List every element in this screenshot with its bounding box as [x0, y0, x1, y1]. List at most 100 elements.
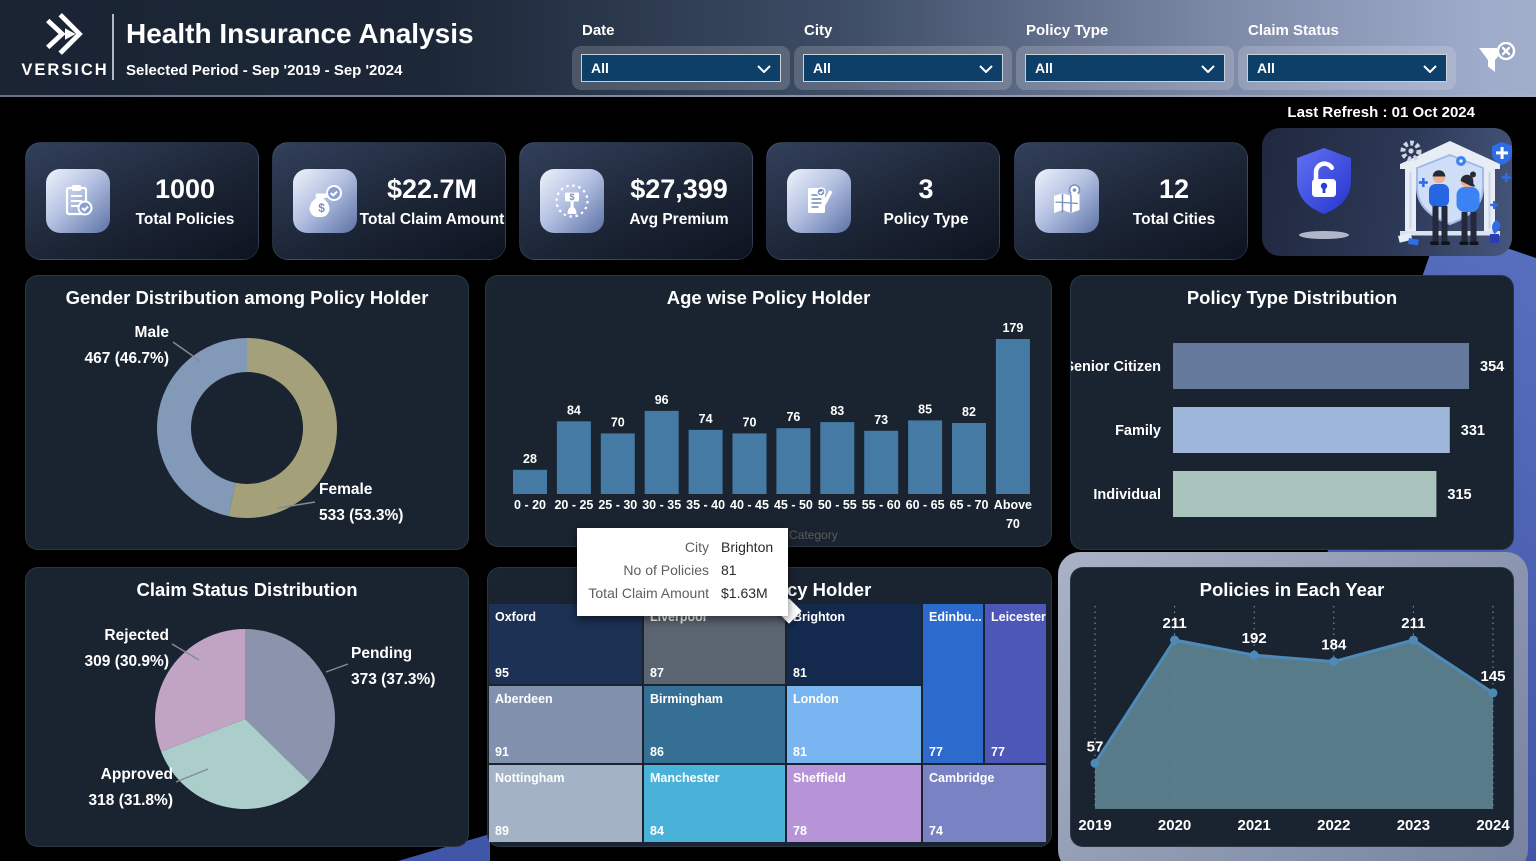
dropdown-value: All	[813, 60, 831, 76]
age-bar[interactable]	[644, 410, 679, 494]
treemap-cell[interactable]	[489, 604, 642, 684]
clear-filters-button[interactable]	[1476, 41, 1516, 84]
age-bar[interactable]	[600, 433, 635, 494]
insurance-illustration-card	[1262, 128, 1512, 256]
age-bar-chart[interactable]: 28 0 - 20 84 20 - 25 70 25 - 30 96 30 - 35 74 35 …	[486, 276, 1051, 546]
tooltip-label: Total Claim Amount	[588, 585, 709, 601]
year-point[interactable]	[1249, 650, 1259, 660]
svg-text:2023: 2023	[1397, 817, 1430, 834]
gender-donut-chart[interactable]: Male 467 (46.7%) Female 533 (53.3%)	[26, 276, 468, 549]
svg-text:89: 89	[495, 824, 509, 838]
svg-text:87: 87	[650, 666, 664, 680]
svg-text:2021: 2021	[1238, 817, 1271, 834]
treemap-cell[interactable]	[923, 765, 1046, 842]
filter-pill: All	[1016, 46, 1234, 90]
treemap-cell[interactable]	[923, 604, 983, 763]
treemap-cell[interactable]	[644, 765, 785, 842]
svg-text:309 (30.9%): 309 (30.9%)	[85, 653, 169, 670]
svg-text:82: 82	[962, 405, 976, 419]
policy-type-dropdown[interactable]: All	[1025, 54, 1225, 82]
slice-rejected[interactable]	[154, 629, 245, 752]
date-dropdown[interactable]: All	[581, 54, 781, 82]
kpi-icon-tile: $	[293, 169, 357, 233]
svg-text:Above: Above	[994, 498, 1032, 512]
svg-text:50 - 55: 50 - 55	[818, 498, 857, 512]
age-bar[interactable]	[908, 420, 943, 494]
treemap-cell[interactable]	[787, 686, 921, 763]
svg-text:30 - 35: 30 - 35	[642, 498, 681, 512]
svg-text:65 - 70: 65 - 70	[950, 498, 989, 512]
svg-text:73: 73	[874, 413, 888, 427]
slice-approved[interactable]	[161, 719, 310, 809]
treemap-cell[interactable]	[644, 604, 785, 684]
policy-bar[interactable]	[1173, 343, 1469, 389]
policy-bar[interactable]	[1173, 471, 1437, 517]
kpi-icon-tile: $	[540, 169, 604, 233]
svg-text:Cambridge: Cambridge	[929, 771, 994, 785]
clipboard-check-icon	[65, 185, 93, 216]
treemap-cell[interactable]	[787, 765, 921, 842]
age-bar[interactable]	[820, 422, 855, 494]
svg-text:London: London	[793, 692, 839, 706]
policy-type-hbar-chart[interactable]: Senior Citizen 354 Family 331 Individual 315	[1071, 276, 1513, 549]
tooltip-label: No of Policies	[623, 562, 709, 578]
kpi-card-avg-premium: $ $27,399 Avg Premium	[519, 142, 753, 260]
svg-text:45 - 50: 45 - 50	[774, 498, 813, 512]
year-point[interactable]	[1408, 635, 1418, 645]
svg-text:145: 145	[1480, 668, 1505, 685]
treemap-cell[interactable]	[644, 686, 785, 763]
svg-text:184: 184	[1321, 637, 1347, 654]
svg-text:28: 28	[523, 452, 537, 466]
age-bar[interactable]	[776, 428, 811, 494]
claim-status-pie-chart[interactable]: Pending 373 (37.3%) Approved 318 (31.8%) Rej…	[26, 568, 468, 846]
year-point[interactable]	[1488, 688, 1498, 698]
svg-text:Rejected: Rejected	[104, 627, 169, 644]
claim-status-dropdown[interactable]: All	[1247, 54, 1447, 82]
year-point[interactable]	[1090, 758, 1100, 768]
age-bar[interactable]	[952, 423, 986, 494]
slice-pending[interactable]	[245, 629, 335, 782]
kpi-label: Policy Type	[883, 210, 969, 228]
treemap-cell[interactable]	[489, 686, 642, 763]
treemap-cell[interactable]	[489, 765, 642, 842]
money-bag-icon: $	[309, 185, 342, 218]
age-bar[interactable]	[513, 469, 547, 494]
year-point[interactable]	[1329, 657, 1339, 667]
svg-text:57: 57	[1087, 738, 1104, 755]
slice-male[interactable]	[157, 338, 247, 517]
kpi-card-policy-type: 3 Policy Type	[766, 142, 1000, 260]
policy-type-distribution-card: Policy Type Distribution Senior Citizen 3…	[1070, 275, 1514, 550]
svg-text:533 (53.3%): 533 (53.3%)	[319, 507, 403, 524]
svg-text:Leicester: Leicester	[991, 610, 1046, 624]
age-bar[interactable]	[556, 421, 591, 494]
city-treemap-chart[interactable]: Oxford95Liverpool87Brighton81Edinbu...77…	[488, 568, 1051, 846]
svg-text:77: 77	[929, 745, 943, 759]
svg-text:Male: Male	[135, 324, 170, 341]
chart-title: Policy Type Distribution	[1186, 287, 1398, 308]
svg-text:Birmingham: Birmingham	[650, 692, 723, 706]
filter-pill: All	[572, 46, 790, 90]
chevron-down-icon	[757, 65, 771, 73]
svg-text:Brighton: Brighton	[793, 610, 845, 624]
age-bar[interactable]	[995, 339, 1030, 494]
age-bar[interactable]	[732, 433, 767, 494]
svg-text:179: 179	[1002, 321, 1023, 335]
svg-text:Senior Citizen: Senior Citizen	[1071, 359, 1161, 375]
svg-text:$: $	[569, 192, 574, 202]
year-point[interactable]	[1170, 635, 1180, 645]
policy-bar[interactable]	[1173, 407, 1450, 453]
chart-title: Policies in Each Year	[1199, 579, 1385, 600]
svg-text:86: 86	[650, 745, 664, 759]
svg-text:Family: Family	[1115, 423, 1161, 439]
hand-dollar-icon: $	[555, 184, 589, 218]
city-dropdown[interactable]: All	[803, 54, 1003, 82]
yearly-area-chart[interactable]: 57 211 192 184 211 145 2019 2020 2021 2022 2023 202…	[1071, 568, 1513, 846]
svg-text:35 - 40: 35 - 40	[686, 498, 725, 512]
age-bar[interactable]	[688, 429, 723, 494]
dropdown-value: All	[591, 60, 609, 76]
svg-text:467 (46.7%): 467 (46.7%)	[85, 350, 169, 367]
treemap-cell[interactable]	[787, 604, 921, 684]
age-bar[interactable]	[864, 430, 899, 494]
treemap-cell[interactable]	[985, 604, 1046, 763]
slice-female[interactable]	[228, 338, 338, 518]
